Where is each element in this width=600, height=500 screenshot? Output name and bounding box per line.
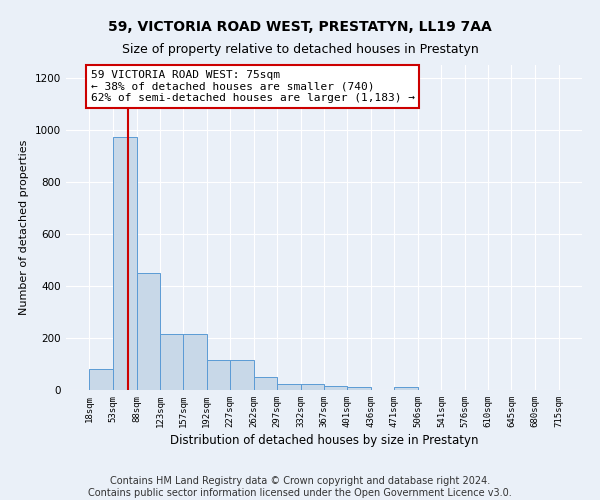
Bar [160,334,183,390]
Bar [254,377,277,390]
Bar [137,273,160,390]
Bar [113,136,137,390]
Bar [325,386,347,390]
Bar [301,384,325,390]
Bar [347,388,371,390]
Bar [277,384,301,390]
Text: Contains HM Land Registry data © Crown copyright and database right 2024.
Contai: Contains HM Land Registry data © Crown c… [88,476,512,498]
Bar [394,388,418,390]
Text: Size of property relative to detached houses in Prestatyn: Size of property relative to detached ho… [122,42,478,56]
Bar [206,360,230,390]
Bar [89,369,113,390]
Text: 59 VICTORIA ROAD WEST: 75sqm
← 38% of detached houses are smaller (740)
62% of s: 59 VICTORIA ROAD WEST: 75sqm ← 38% of de… [91,70,415,103]
X-axis label: Distribution of detached houses by size in Prestatyn: Distribution of detached houses by size … [170,434,478,447]
Y-axis label: Number of detached properties: Number of detached properties [19,140,29,315]
Bar [183,334,206,390]
Text: 59, VICTORIA ROAD WEST, PRESTATYN, LL19 7AA: 59, VICTORIA ROAD WEST, PRESTATYN, LL19 … [108,20,492,34]
Bar [230,360,254,390]
